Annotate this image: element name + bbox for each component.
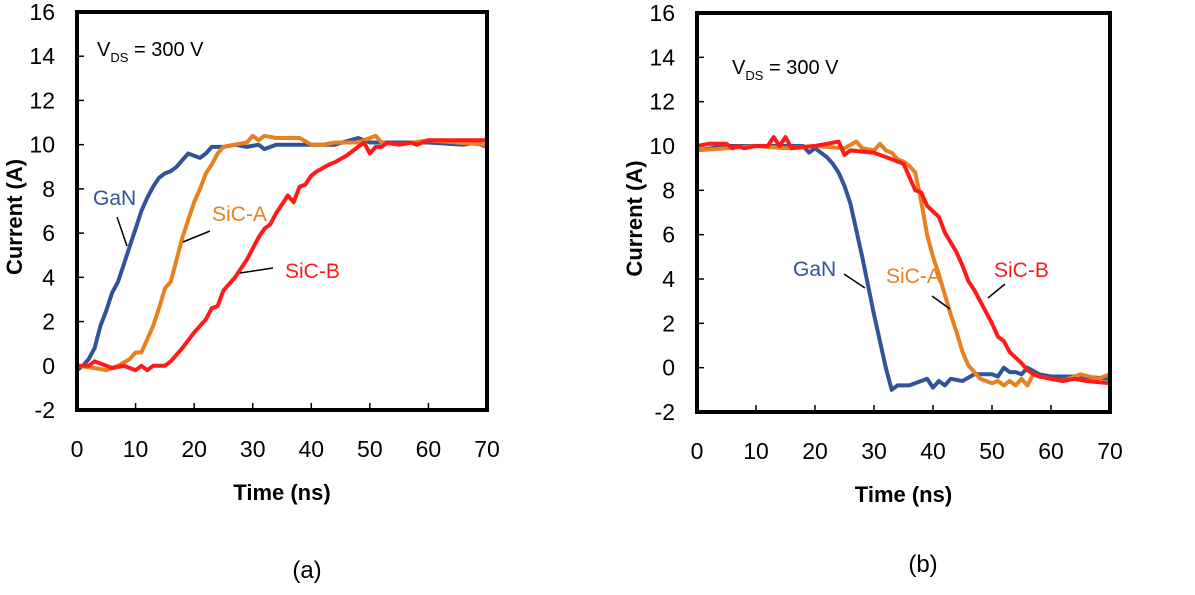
x-tick-label: 20	[802, 438, 828, 464]
x-tick-label: 20	[181, 436, 207, 462]
y-tick-label: 8	[42, 176, 55, 202]
series-line-sic-b	[696, 135, 1111, 386]
panel-b: -2 0 2 4 6 8 10 12 14 16 0 10 20 30 40 50 60 70 GaN SiC-A Si…	[622, 0, 1123, 578]
y-tick-label: 0	[42, 353, 55, 379]
series-label-gan: GaN	[93, 187, 136, 210]
leader-line	[239, 267, 274, 274]
y-axis-title: Current (A)	[2, 159, 27, 275]
x-tick-label: 0	[691, 438, 704, 464]
y-tick-label: 0	[662, 355, 675, 381]
x-tick-label: 0	[71, 436, 84, 462]
y-tick-label: 2	[662, 310, 675, 336]
x-tick-label: 40	[920, 438, 946, 464]
x-tick-label: 70	[1097, 438, 1123, 464]
x-tick-label: 30	[240, 436, 266, 462]
x-axis-title: Time (ns)	[233, 480, 330, 505]
vds-subscript: DS	[745, 68, 763, 83]
y-tick-label: -2	[655, 399, 675, 425]
leader-line	[987, 283, 1006, 299]
y-tick-label: 2	[42, 309, 55, 335]
panel-caption: (b)	[908, 551, 937, 578]
y-tick-label: 12	[29, 87, 55, 113]
y-tick-label: 10	[649, 133, 675, 159]
x-tick-label: 60	[416, 436, 442, 462]
vds-symbol: V	[732, 57, 746, 79]
series-line-sic-a	[76, 133, 488, 373]
y-tick-label: 6	[662, 222, 675, 248]
x-tick-label: 70	[474, 436, 500, 462]
vds-annotation: VDS = 300 V	[97, 39, 204, 65]
series-label-sic-a: SiC-A	[886, 265, 941, 288]
x-tick-label: 40	[298, 436, 324, 462]
panel-a: -2 0 2 4 6 8 10 12 14 16 0 10 20 30 40 50 60 70 GaN SiC-A Si…	[2, 0, 500, 584]
leader-line	[116, 216, 128, 247]
leader-line	[182, 230, 211, 243]
y-tick-label: 14	[29, 43, 55, 69]
y-tick-label: 4	[42, 264, 55, 290]
x-tick-label: 30	[861, 438, 887, 464]
series-line-sic-a	[696, 139, 1111, 388]
y-tick-label: 12	[649, 89, 675, 115]
x-axis-title: Time (ns)	[855, 482, 952, 507]
y-axis-title: Current (A)	[622, 160, 647, 276]
series-label-sic-b: SiC-B	[285, 260, 340, 283]
vds-symbol: V	[97, 39, 111, 61]
series-label-gan: GaN	[793, 258, 836, 281]
leader-line	[931, 295, 951, 310]
series-line-gan	[75, 136, 488, 372]
vds-value: = 300 V	[763, 57, 839, 79]
plot-frame	[695, 11, 1112, 414]
vds-subscript: DS	[110, 50, 128, 65]
vds-annotation: VDS = 300 V	[732, 57, 839, 83]
x-tick-label: 10	[743, 438, 769, 464]
y-tick-label: 14	[649, 44, 675, 70]
y-tick-label: 16	[29, 0, 55, 25]
vds-value: = 300 V	[128, 39, 204, 61]
x-tick-label: 10	[123, 436, 149, 462]
y-tick-label: 16	[649, 0, 675, 26]
leader-line	[843, 273, 866, 289]
y-tick-label: 8	[662, 177, 675, 203]
series-label-sic-b: SiC-B	[994, 259, 1049, 282]
x-tick-label: 50	[357, 436, 383, 462]
y-tick-label: -2	[35, 397, 55, 423]
y-tick-label: 10	[29, 132, 55, 158]
y-tick-label: 6	[42, 220, 55, 246]
x-tick-label: 60	[1038, 438, 1064, 464]
y-tick-label: 4	[662, 266, 675, 292]
series-label-sic-a: SiC-A	[212, 203, 267, 226]
plot-frame	[75, 10, 489, 412]
panel-caption: (a)	[292, 557, 321, 584]
series-line-gan	[696, 144, 1111, 392]
series-line-sic-b	[77, 138, 487, 373]
x-tick-label: 50	[979, 438, 1005, 464]
